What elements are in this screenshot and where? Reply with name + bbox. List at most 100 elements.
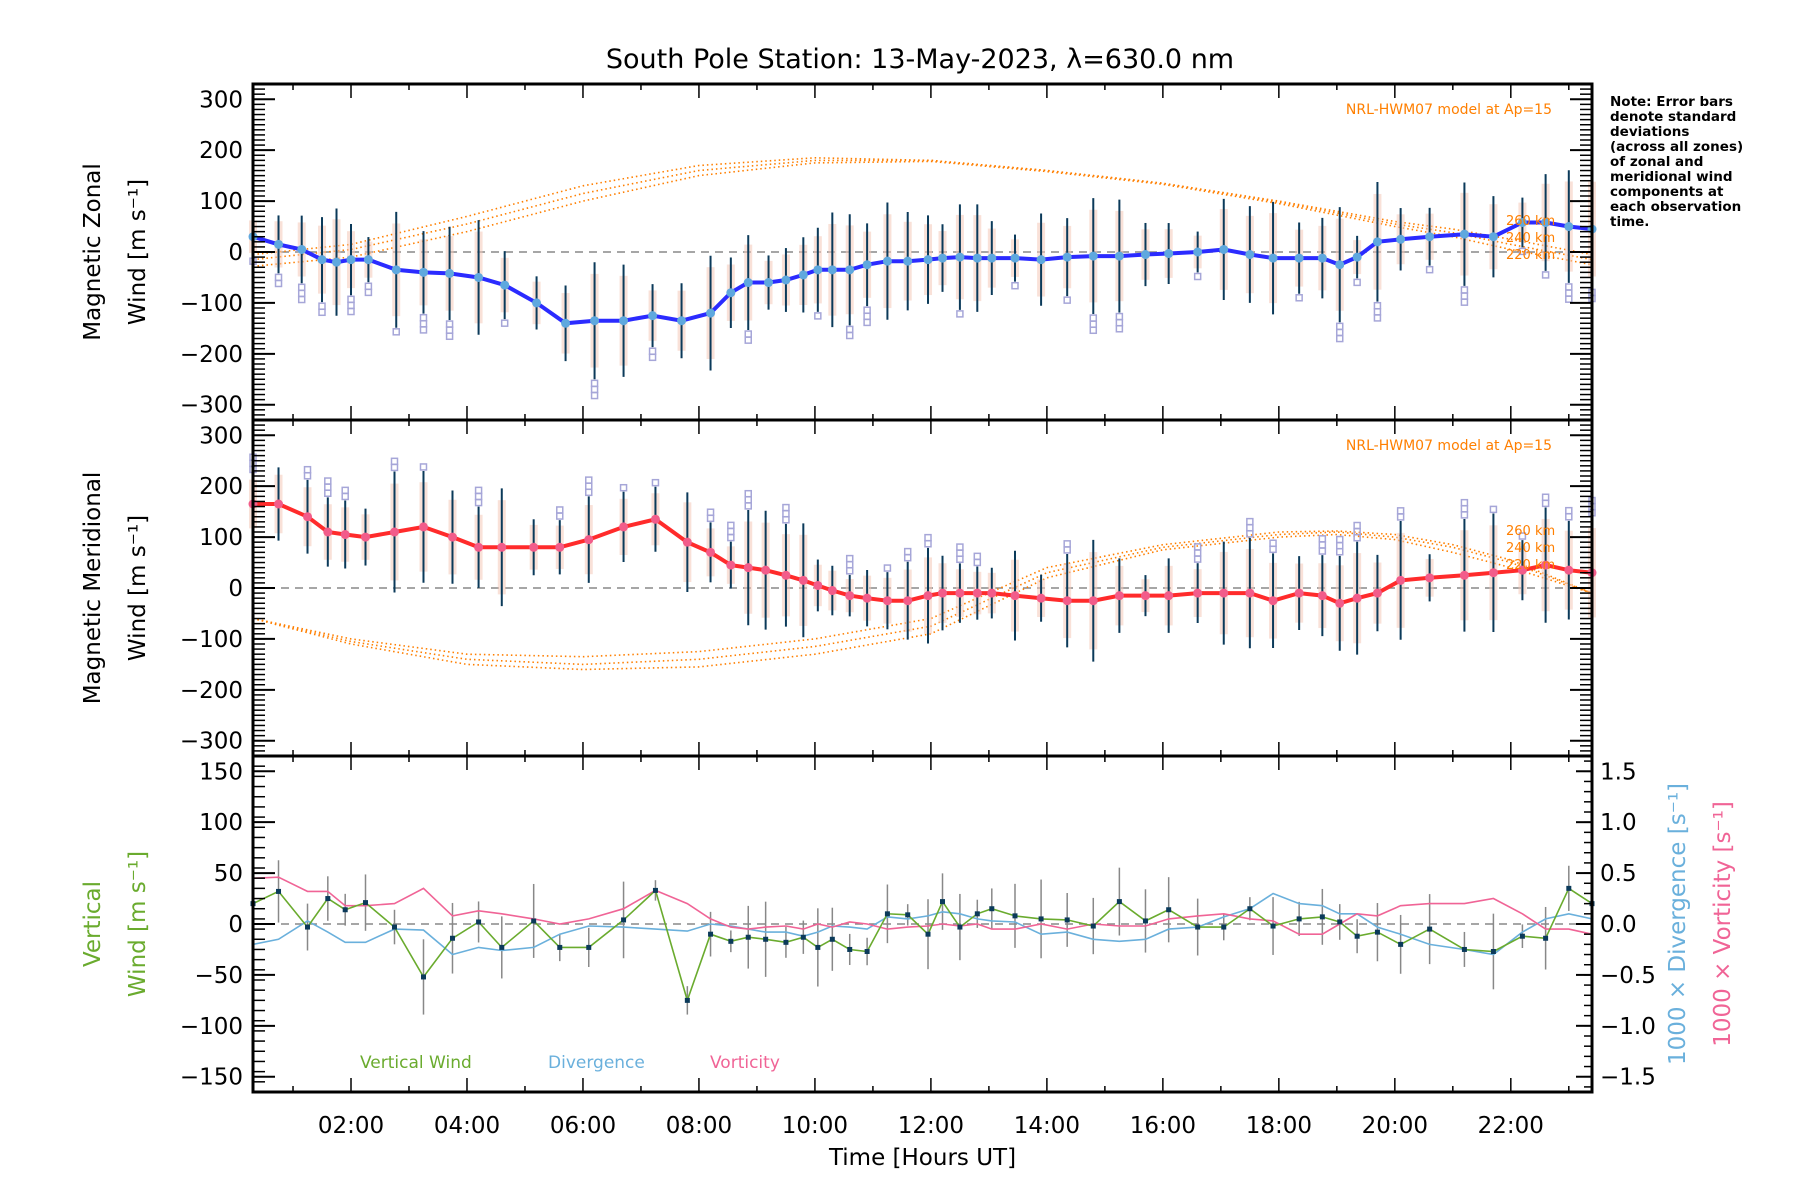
mean-wind-point [845,591,855,601]
mean-wind-point [827,265,837,275]
mean-wind-point [323,527,333,537]
mean-wind-point [1193,247,1203,257]
mean-wind-point [1140,250,1150,260]
zone-outlier-marker [1318,541,1327,549]
y2-axis-label-divergence: 1000 × Divergence [s⁻¹] [1665,783,1691,1065]
mean-wind-point [845,265,855,275]
mean-wind-point [389,527,399,537]
mean-wind-point [1517,217,1527,227]
zone-outlier-marker [744,502,752,510]
x-tick-label: 02:00 [318,1113,384,1139]
vertical-wind-point [1490,948,1496,954]
mean-wind-point [500,280,510,290]
mean-wind-point [862,593,872,603]
zone-outlier-marker [845,331,854,340]
zone-outlier-marker [390,457,399,466]
vertical-wind-point [276,888,282,894]
mean-wind-point [1114,591,1124,601]
mean-wind-point [955,252,965,262]
vertical-wind-line [252,887,1593,1004]
legend-vorticity: Vorticity [710,1053,780,1073]
vertical-wind-point [745,934,751,940]
vertical-wind-point [1116,899,1122,905]
zone-outlier-marker [744,496,752,504]
mean-wind-point [813,580,823,590]
y2-tick-label: 1.0 [1600,810,1637,836]
zone-outlier-marker [1565,513,1573,521]
mean-wind-point [346,255,356,265]
mean-wind-point [532,298,542,308]
zone-outlier-marker [1460,298,1469,306]
vertical-wind-point [815,944,821,950]
y-tick-label: −50 [194,963,243,989]
zone-outlier-marker [1193,272,1202,281]
mean-wind-point [1396,234,1406,244]
vertical-wind-point [557,944,563,950]
mean-wind-point [1062,252,1072,262]
mean-wind-point [317,255,327,265]
mean-wind-point [1219,244,1229,254]
mean-wind-point [1245,588,1255,598]
zone-outlier-marker [1353,278,1361,287]
y-tick-label: 200 [199,138,243,164]
zone-outlier-marker [1063,540,1071,548]
mean-wind-point [903,256,913,266]
zone-outlier-marker [474,486,483,495]
note-line: Note: Error bars [1610,94,1733,110]
zone-outlier-marker [585,488,593,497]
zone-outlier-marker [1318,547,1327,555]
mean-wind-point [650,514,660,524]
y-axis-label-line2: Wind [m s⁻¹] [125,179,151,325]
y-tick-label: 0 [228,912,243,938]
zone-outlier-marker [956,555,964,564]
vertical-wind-point [305,924,311,930]
zone-outlier-marker [500,319,509,327]
zone-outlier-marker [1396,507,1405,515]
mean-wind-point [1517,565,1527,575]
y-axis-label-line1: Magnetic Meridional [80,472,106,705]
y-tick-label: 300 [199,423,243,449]
x-tick-label: 14:00 [1014,1113,1080,1139]
mean-wind-point [445,268,455,278]
mean-wind-point [1564,222,1574,232]
zone-outlier-marker [556,512,564,520]
y-axis-label-line1: Vertical [80,881,106,967]
model-line [252,533,1593,671]
mean-wind-point [1164,591,1174,601]
mean-wind-point [274,239,284,249]
vertical-wind-point [728,938,734,944]
zone-outlier-marker [1373,308,1382,316]
mean-wind-point [1010,591,1020,601]
zone-outlier-marker [318,302,326,310]
vertical-wind-point [363,900,369,906]
zone-outlier-marker [390,463,399,472]
zone-outlier-marker [347,307,355,316]
vertical-wind-point [420,974,426,980]
zone-outlier-marker [1565,283,1573,291]
mean-wind-point [1268,596,1278,606]
vertical-wind-point [684,997,690,1003]
mean-wind-point [648,311,658,321]
zone-outlier-marker [445,326,454,334]
zone-outlier-marker [347,301,355,310]
zone-outlier-marker [1063,546,1071,554]
note-line: components at [1610,184,1724,200]
mean-wind-point [938,253,948,263]
zone-outlier-marker [956,310,964,318]
vertical-wind-point [325,896,331,902]
mean-wind-point [340,530,350,540]
mean-wind-point [938,588,948,598]
mean-wind-point [677,316,687,326]
zone-outlier-marker [1373,301,1382,310]
mean-wind-point [529,542,539,552]
zone-outlier-marker [303,472,312,480]
mean-wind-point [955,588,965,598]
zone-outlier-marker [744,336,752,344]
y-tick-label: −100 [180,627,243,653]
zone-outlier-marker [1460,498,1469,507]
zone-outlier-marker [324,477,332,485]
mean-wind-point [1352,593,1362,603]
zone-outlier-marker [556,506,564,514]
mean-wind-point [363,255,373,265]
zone-outlier-marker [845,325,854,334]
